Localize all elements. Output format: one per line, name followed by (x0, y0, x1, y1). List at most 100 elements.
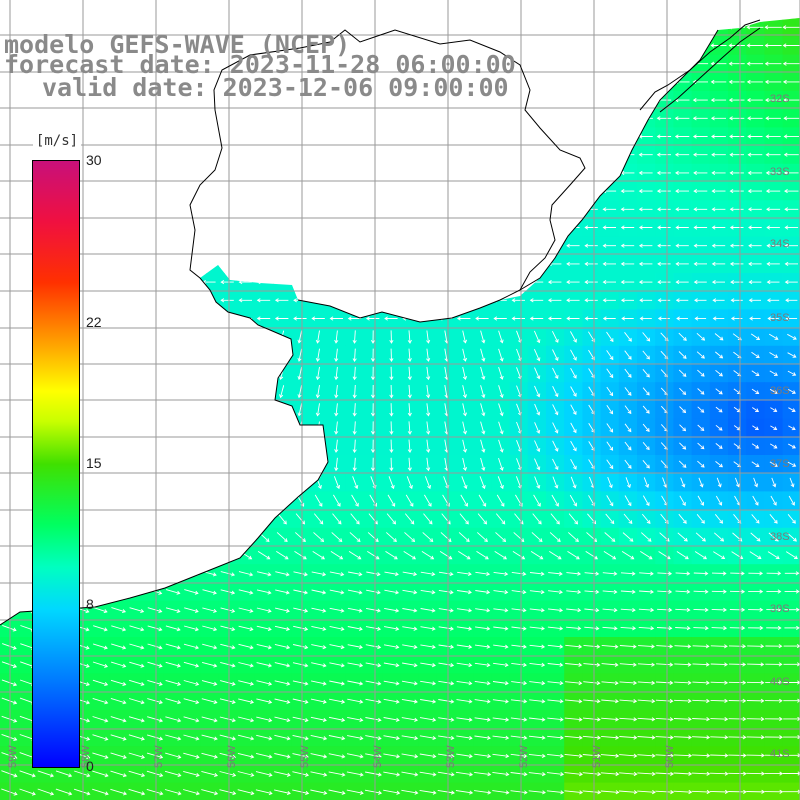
wind-cell (0, 236, 19, 256)
latitude-label: 38S (770, 531, 790, 543)
wind-cell (546, 109, 565, 128)
wind-arrow (297, 439, 303, 453)
wind-arrow (347, 116, 362, 121)
wind-cell (91, 382, 110, 401)
wind-arrow (147, 570, 163, 577)
wind-cell (564, 18, 583, 37)
wind-cell (509, 218, 529, 238)
wind-cell (254, 182, 274, 201)
wind-cell (254, 418, 274, 438)
wind-cell (182, 236, 201, 256)
wind-cell (345, 291, 365, 310)
wind-arrow (529, 243, 544, 248)
wind-arrow (567, 7, 580, 10)
wind-cell (163, 473, 183, 492)
wind-arrow (365, 280, 380, 285)
wind-arrow (256, 225, 271, 230)
wind-arrow (365, 25, 380, 30)
wind-cell (509, 273, 529, 292)
wind-arrow (475, 207, 489, 212)
wind-cell (564, 200, 583, 219)
wind-arrow (384, 134, 398, 139)
wind-arrow (150, 331, 159, 343)
valid-date: valid date: 2023-12-06 09:00:00 (42, 73, 509, 102)
wind-arrow (293, 152, 307, 157)
wind-arrow (438, 298, 453, 303)
wind-arrow (511, 189, 525, 194)
wind-arrow (38, 116, 52, 121)
wind-cell (309, 291, 329, 310)
wind-arrow (183, 152, 198, 157)
wind-arrow (384, 225, 398, 230)
wind-cell (163, 291, 183, 310)
wind-cell (200, 182, 219, 201)
wind-cell (127, 400, 147, 420)
wind-arrow (187, 367, 195, 380)
wind-cell (0, 327, 19, 347)
wind-cell (182, 309, 201, 329)
wind-arrow (329, 170, 343, 175)
wind-arrow (674, 25, 690, 30)
wind-arrow (147, 116, 161, 121)
wind-arrow (347, 25, 362, 30)
wind-cell (382, 218, 401, 238)
wind-cell (0, 218, 19, 238)
wind-arrow (475, 280, 489, 285)
wind-arrow (150, 422, 159, 434)
wind-cell (782, 436, 800, 456)
wind-arrow (129, 298, 143, 303)
wind-cell (491, 273, 511, 292)
wind-cell (254, 782, 274, 800)
wind-cell (254, 400, 274, 420)
wind-cell (109, 18, 128, 19)
wind-arrow (132, 386, 141, 397)
wind-arrow (202, 189, 216, 194)
wind-cell (145, 782, 165, 800)
wind-cell (236, 309, 256, 329)
wind-arrow (112, 551, 125, 560)
wind-arrow (113, 422, 123, 434)
wind-arrow (384, 170, 398, 175)
wind-arrow (440, 7, 453, 10)
wind-cell (127, 291, 147, 310)
wind-cell (200, 309, 219, 329)
wind-cell (473, 109, 492, 128)
wind-arrow (475, 25, 489, 30)
wind-arrow (166, 551, 180, 560)
wind-cell (418, 18, 438, 37)
wind-arrow (511, 225, 525, 230)
wind-cell (182, 163, 201, 183)
wind-arrow (547, 207, 562, 212)
wind-cell (254, 382, 274, 401)
wind-cell (345, 18, 365, 19)
wind-arrow (420, 152, 434, 157)
wind-arrow (493, 25, 507, 30)
wind-arrow (384, 116, 398, 121)
wind-arrow (274, 189, 289, 194)
wind-cell (600, 18, 620, 37)
wind-cell (127, 364, 147, 383)
wind-arrow (3, 387, 15, 396)
wind-cell (309, 455, 329, 474)
wind-cell (473, 182, 492, 201)
wind-arrow (438, 261, 453, 266)
wind-arrow (493, 152, 507, 157)
wind-cell (782, 527, 800, 547)
wind-cell (309, 163, 329, 183)
wind-cell (218, 491, 238, 511)
wind-cell (145, 473, 165, 492)
wind-arrow (165, 261, 180, 266)
wind-arrow (183, 280, 198, 285)
wind-cell (109, 382, 128, 401)
wind-cell (109, 527, 128, 547)
wind-arrow (3, 369, 15, 378)
wind-cell (400, 273, 420, 292)
wind-cell (218, 163, 238, 183)
wind-cell (127, 109, 147, 128)
wind-arrow (384, 207, 398, 212)
wind-cell (72, 18, 92, 19)
wind-arrow (274, 170, 289, 175)
wind-cell (127, 273, 147, 292)
wind-cell (509, 18, 529, 19)
wind-arrow (260, 366, 267, 380)
